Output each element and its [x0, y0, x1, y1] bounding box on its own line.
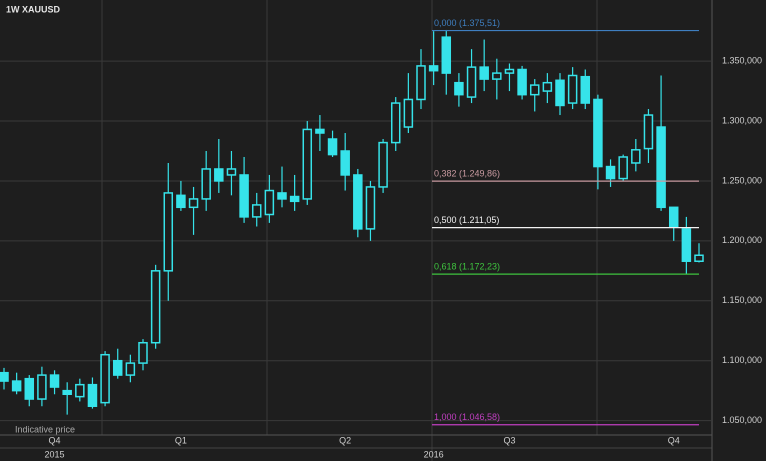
candle-body: [24, 377, 35, 400]
candle-body: [631, 149, 641, 164]
candle-body: [492, 72, 502, 80]
candle-body: [681, 228, 692, 262]
candle-body: [75, 383, 85, 398]
candle-body: [239, 174, 249, 218]
candle-body: [37, 374, 47, 400]
candle-body: [138, 341, 148, 364]
candle-body: [593, 98, 603, 168]
fib-label: 0,500 (1.211,05): [434, 215, 499, 225]
candle-body: [87, 383, 98, 407]
candle-body: [214, 168, 224, 182]
candle-body: [694, 254, 704, 262]
y-tick-label: 1.200,000: [722, 235, 762, 245]
candle-body: [504, 68, 515, 74]
candle-body: [125, 362, 136, 376]
candle-body: [327, 138, 338, 156]
candle-body: [289, 195, 300, 203]
chart-title: 1W XAUUSD: [6, 4, 61, 14]
candle-body: [11, 380, 22, 392]
candle-body: [668, 206, 679, 228]
candle-body: [315, 128, 325, 134]
x-tick-label: Q2: [339, 435, 351, 445]
candle-body: [150, 270, 161, 344]
y-tick-label: 1.300,000: [722, 115, 762, 125]
y-tick-label: 1.150,000: [722, 295, 762, 305]
candle-body: [403, 98, 414, 128]
candle-body: [618, 156, 628, 180]
candle-body: [555, 79, 565, 107]
y-tick-label: 1.050,000: [722, 415, 762, 425]
candle-body: [365, 186, 376, 230]
candle-body: [340, 150, 350, 176]
y-tick-label: 1.250,000: [722, 175, 762, 185]
candle-body: [176, 194, 186, 209]
y-tick-label: 1.100,000: [722, 355, 762, 365]
candle-body: [0, 371, 9, 382]
candle-body: [542, 81, 553, 92]
candle-body: [580, 75, 591, 104]
candle-body: [277, 192, 287, 200]
candle-body: [441, 36, 452, 74]
candle-body: [49, 374, 60, 388]
year-label: 2015: [45, 449, 65, 459]
candle-body: [62, 389, 72, 396]
candle-body: [201, 168, 211, 200]
candle-body: [302, 128, 313, 200]
year-label: 2016: [424, 449, 444, 459]
fib-label: 0,382 (1.249,86): [434, 168, 500, 178]
candle-body: [100, 353, 110, 404]
candle-body: [567, 74, 578, 104]
candle-body: [188, 198, 199, 209]
candle-body: [390, 102, 401, 144]
note: Indicative price: [15, 424, 75, 434]
candle-body: [163, 192, 174, 272]
fib-label: 0,618 (1.172,23): [434, 262, 500, 272]
candle-body: [264, 189, 275, 216]
candle-body: [112, 359, 123, 376]
candle-body: [378, 141, 388, 188]
x-tick-label: Q3: [503, 435, 515, 445]
fib-label: 0,000 (1.375,51): [434, 18, 500, 28]
candle-body: [416, 65, 426, 101]
fib-label: 1,000 (1.046,58): [434, 412, 500, 422]
x-tick-label: Q4: [668, 435, 680, 445]
candle-body: [226, 168, 237, 176]
candle-body: [466, 66, 477, 98]
candle-body: [529, 84, 540, 96]
candle-body: [605, 165, 616, 180]
candle-body: [428, 65, 439, 72]
candle-body: [656, 126, 666, 209]
candle-body: [517, 68, 527, 96]
candle-body: [454, 81, 464, 96]
candle-body: [251, 204, 262, 218]
y-tick-label: 1.350,000: [722, 55, 762, 65]
x-tick-label: Q4: [49, 435, 61, 445]
candle-body: [643, 114, 654, 150]
x-tick-label: Q1: [175, 435, 187, 445]
candle-body: [479, 66, 489, 80]
candle-body: [353, 174, 363, 230]
